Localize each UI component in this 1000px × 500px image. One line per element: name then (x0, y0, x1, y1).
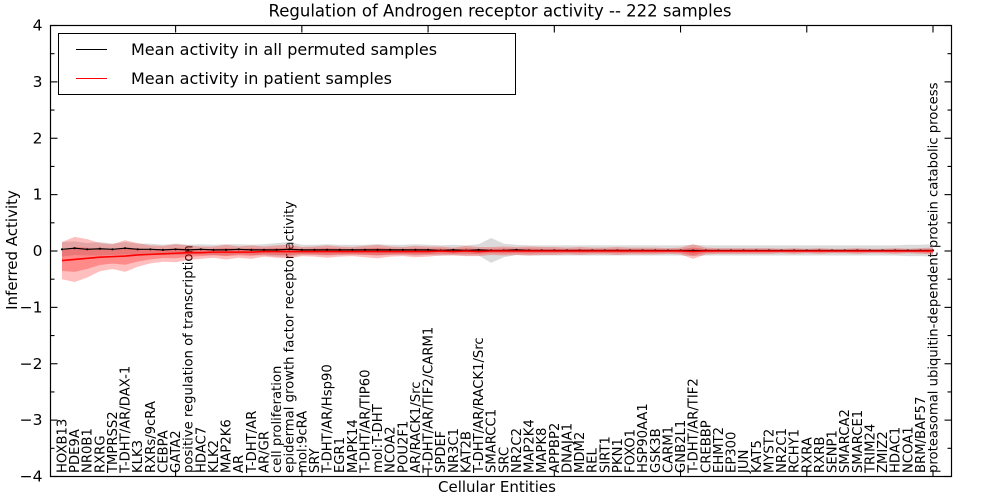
y-tick-label: −2 (20, 355, 43, 373)
x-category-label: AR (232, 455, 247, 473)
x-category-label: POU2F1 (396, 421, 411, 473)
x-category-label: MAP2K6 (220, 419, 235, 473)
x-category-label: SRC (497, 447, 512, 473)
x-category-label: KLK3 (131, 440, 146, 473)
x-category-label: SPDEF (434, 431, 449, 473)
x-category-label: AR/RACK1/Src (409, 382, 424, 474)
x-category-label: RXRG (93, 435, 108, 473)
legend-entry-permuted: Mean activity in all permuted samples (59, 35, 515, 64)
legend-label-patient: Mean activity in patient samples (131, 69, 392, 88)
x-category-label: EP300 (725, 432, 740, 473)
x-category-label: EGR1 (333, 437, 348, 473)
legend-label-permuted: Mean activity in all permuted samples (131, 40, 438, 59)
legend-entry-patient: Mean activity in patient samples (59, 64, 515, 93)
x-category-label: positive regulation of transcription (182, 245, 197, 473)
x-category-label: epidermal growth factor receptor activit… (283, 201, 298, 473)
x-category-label: NR3C1 (447, 428, 462, 473)
permuted-line-swatch (76, 49, 107, 50)
x-category-label: CARM1 (661, 426, 676, 473)
x-category-label: PKN1 (611, 438, 626, 473)
x-axis-label: Cellular Entities (438, 478, 556, 496)
legend: Mean activity in all permuted samples Me… (58, 33, 516, 95)
x-category-label: EHMT2 (712, 427, 727, 473)
x-category-label: MYST2 (762, 429, 777, 473)
x-category-label: HOXB13 (56, 419, 71, 473)
x-category-label: SMARCA2 (838, 409, 853, 473)
y-tick-label: −1 (20, 298, 43, 316)
x-category-label: KAT5 (750, 440, 765, 473)
y-tick-label: 0 (33, 242, 43, 260)
patient-mean-line (61, 250, 933, 262)
x-category-label: JUN (737, 450, 752, 474)
x-category-label: SENP1 (826, 430, 841, 473)
y-tick-label: 3 (33, 73, 43, 91)
x-category-label: APPBP2 (548, 423, 563, 473)
x-category-labels: HOXB13PDE9ANR0B1RXRGTMPRSS2T-DHT/AR/DAX-… (56, 82, 942, 474)
x-category-label: SRY (308, 447, 323, 473)
y-tick-labels: −4 −3 −2 −1 0 1 2 3 4 (20, 17, 43, 486)
x-category-label: cell proliferation (270, 366, 285, 473)
x-category-label: MAPK8 (535, 428, 550, 473)
x-category-label: T-DHT/AR/Hsp90 (321, 364, 336, 474)
x-category-label: MDM2 (573, 432, 588, 473)
x-category-label: T-DHT/AR/TIP60 (358, 370, 373, 474)
x-category-label: FOXO1 (624, 429, 639, 473)
x-category-label: PDE9A (68, 429, 83, 473)
x-category-label: CEBPA (156, 430, 171, 473)
x-category-label: NCOA2 (384, 426, 399, 473)
patient-std-band-inner (62, 247, 933, 272)
y-axis-label: Inferred Activity (3, 190, 21, 310)
x-category-label: NCOA1 (901, 426, 916, 473)
x-category-label: mol:9cRA (295, 411, 310, 473)
x-category-label: MAP2K4 (523, 419, 538, 473)
x-category-label: ZMIZ2 (876, 431, 891, 473)
x-category-label: TRIM24 (863, 424, 878, 474)
x-category-label: NR2C2 (510, 428, 525, 473)
x-category-label: T-DHT/AR/RACK1/Src (472, 337, 487, 474)
y-tick-label: 1 (33, 186, 43, 204)
x-category-label: KLK2 (207, 440, 222, 473)
x-category-label: T-DHT/AR (245, 411, 260, 474)
x-category-label: T-DHT/AR/TIF2 (687, 378, 702, 474)
x-category-label: RXRs/9cRA (144, 401, 159, 473)
x-category-label: NR2C1 (775, 428, 790, 473)
x-category-label: HDAC1 (889, 427, 904, 473)
x-category-label: GSK3B (649, 428, 664, 473)
x-category-label: HSP90AA1 (636, 403, 651, 473)
x-category-label: NR0B1 (81, 428, 96, 473)
x-category-label: GATA2 (169, 430, 184, 473)
x-category-label: mol:T-DHT (371, 403, 386, 473)
x-category-label: CREBBP (699, 420, 714, 473)
x-category-label: T-DHT/AR/TIF2/CARM1 (422, 327, 437, 474)
x-category-label: GNB2L1 (674, 420, 689, 473)
y-tick-label: −4 (20, 468, 43, 486)
x-category-label: HDAC7 (194, 427, 209, 473)
x-category-label: KAT2B (459, 431, 474, 473)
x-category-label: MAPK14 (346, 419, 361, 473)
y-tick-label: −3 (20, 411, 43, 429)
x-category-label: SMARCC1 (485, 409, 500, 473)
x-category-label: DNAJA1 (560, 423, 575, 473)
y-tick-label: 2 (33, 129, 43, 147)
x-category-label: RXRA (800, 437, 815, 473)
chart-title: Regulation of Androgen receptor activity… (268, 1, 732, 21)
x-category-label: proteasomal ubiquitin-dependent protein … (927, 82, 942, 473)
ticks (50, 24, 952, 478)
x-category-label: SMARCE1 (851, 410, 866, 473)
x-category-label: TMPRSS2 (106, 411, 121, 474)
x-category-label: RCHY1 (788, 429, 803, 473)
x-category-label: BRM/BAF57 (914, 397, 929, 473)
patient-std-band-outer (62, 236, 933, 283)
x-category-label: REL (586, 448, 601, 473)
patient-line-swatch (76, 78, 107, 79)
x-category-label: RXRB (813, 437, 828, 473)
x-category-label: T-DHT/AR/DAX-1 (119, 366, 134, 474)
y-tick-label: 4 (33, 17, 43, 35)
x-category-label: SIRT1 (598, 436, 613, 473)
x-category-label: AR/GR (257, 431, 272, 473)
